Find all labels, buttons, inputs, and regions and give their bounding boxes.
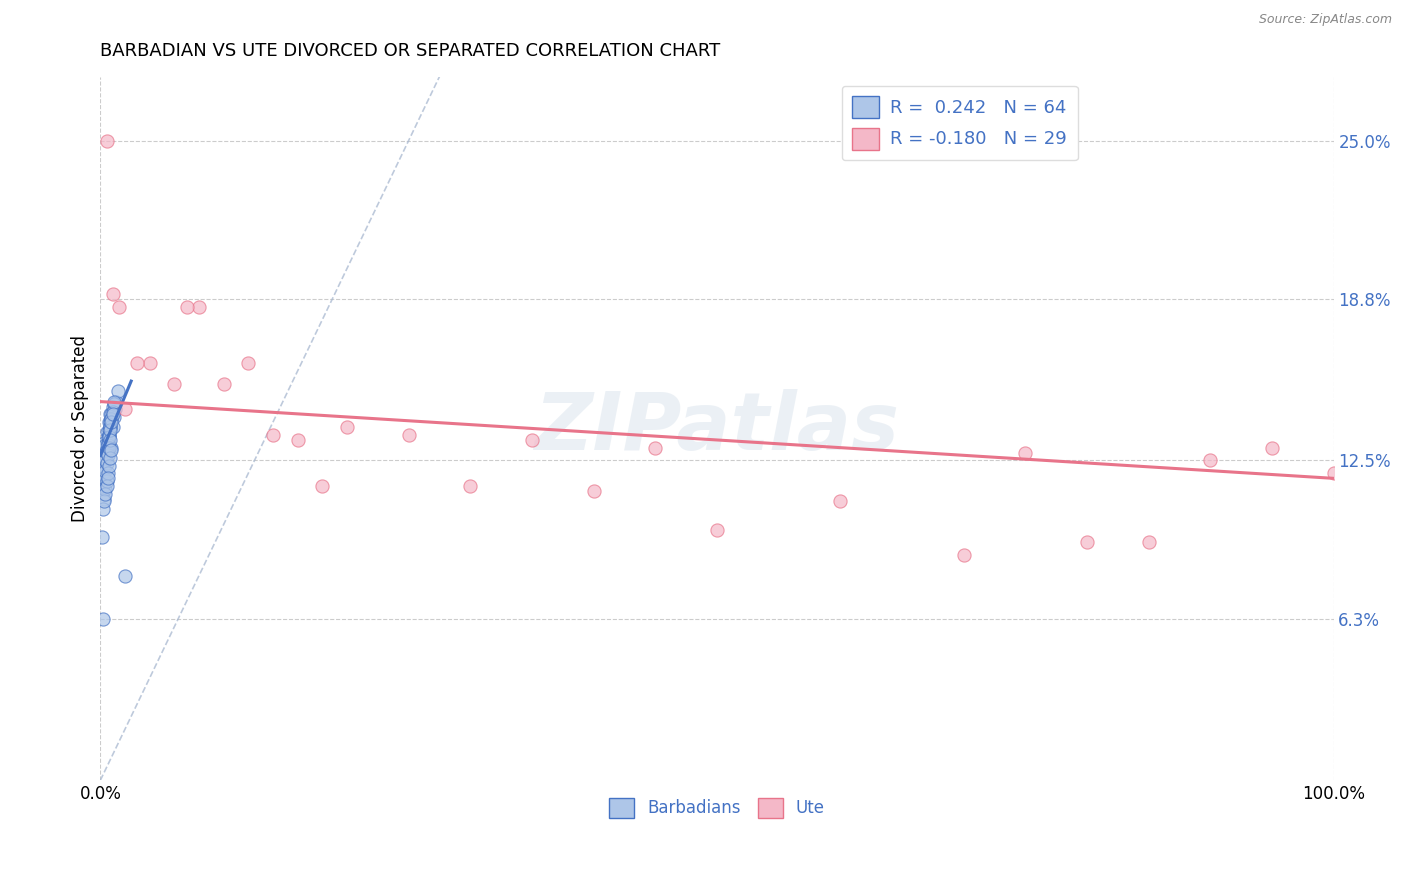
Point (163, 376, 186, 391)
Point (238, 356, 260, 370)
Point (114, 402, 136, 417)
Point (1076, 535, 1098, 549)
Point (100, 408, 122, 422)
Point (94, 450, 117, 465)
Point (97, 435, 120, 450)
Point (100, 443, 122, 458)
Point (97, 435, 120, 450)
Point (103, 397, 125, 411)
Point (91, 502, 114, 516)
Point (93, 461, 115, 475)
Point (100, 441, 122, 455)
Point (91, 446, 114, 460)
Point (105, 394, 128, 409)
Point (91, 612, 114, 626)
Point (1137, 535, 1160, 549)
Point (93, 494, 115, 508)
Point (1322, 467, 1344, 481)
Point (96, 446, 118, 460)
Point (96, 443, 118, 458)
Point (91, 471, 114, 485)
Point (100, 412, 122, 426)
Point (287, 433, 309, 447)
Point (98, 450, 121, 465)
Point (520, 433, 543, 447)
Point (188, 300, 211, 314)
Point (262, 427, 284, 442)
Point (336, 420, 359, 434)
Point (90, 530, 112, 544)
Point (101, 405, 124, 419)
Point (100, 415, 122, 429)
Point (94, 482, 117, 496)
Point (212, 376, 235, 391)
Point (94, 486, 117, 500)
Y-axis label: Divorced or Separated: Divorced or Separated (72, 335, 89, 522)
Point (96, 134, 118, 148)
Point (97, 467, 120, 481)
Point (96, 425, 118, 440)
Point (97, 448, 120, 462)
Legend: Barbadians, Ute: Barbadians, Ute (602, 791, 831, 825)
Point (94, 438, 117, 452)
Point (1199, 453, 1222, 467)
Point (97, 471, 120, 485)
Point (101, 408, 124, 422)
Point (98, 433, 121, 447)
Point (127, 356, 149, 370)
Point (98, 430, 121, 444)
Point (138, 356, 160, 370)
Point (582, 484, 605, 499)
Point (96, 456, 118, 470)
Point (94, 453, 117, 467)
Point (830, 494, 852, 508)
Point (93, 435, 115, 450)
Point (311, 479, 333, 493)
Point (98, 415, 121, 429)
Text: ZIPatlas: ZIPatlas (534, 390, 900, 467)
Point (398, 427, 420, 442)
Point (93, 461, 115, 475)
Point (93, 491, 115, 506)
Point (952, 548, 974, 562)
Point (104, 402, 127, 417)
Point (98, 420, 121, 434)
Text: Source: ZipAtlas.com: Source: ZipAtlas.com (1258, 13, 1392, 27)
Point (176, 300, 198, 314)
Point (93, 471, 115, 485)
Point (108, 300, 131, 314)
Point (98, 423, 121, 437)
Point (93, 453, 115, 467)
Point (98, 427, 121, 442)
Point (114, 568, 136, 582)
Point (101, 400, 124, 414)
Point (98, 415, 121, 429)
Point (98, 458, 121, 473)
Point (96, 443, 118, 458)
Text: BARBADIAN VS UTE DIVORCED OR SEPARATED CORRELATION CHART: BARBADIAN VS UTE DIVORCED OR SEPARATED C… (100, 42, 721, 60)
Point (98, 423, 121, 437)
Point (96, 479, 118, 493)
Point (96, 474, 118, 488)
Point (103, 394, 125, 409)
Point (97, 438, 120, 452)
Point (94, 464, 117, 478)
Point (101, 287, 124, 301)
Point (1014, 446, 1036, 460)
Point (706, 523, 728, 537)
Point (458, 479, 481, 493)
Point (98, 408, 121, 422)
Point (644, 441, 666, 455)
Point (91, 479, 114, 493)
Point (107, 384, 129, 399)
Point (97, 430, 120, 444)
Point (98, 427, 121, 442)
Point (1261, 441, 1284, 455)
Point (100, 412, 122, 426)
Point (103, 409, 125, 424)
Point (98, 441, 121, 455)
Point (101, 420, 124, 434)
Point (98, 420, 121, 434)
